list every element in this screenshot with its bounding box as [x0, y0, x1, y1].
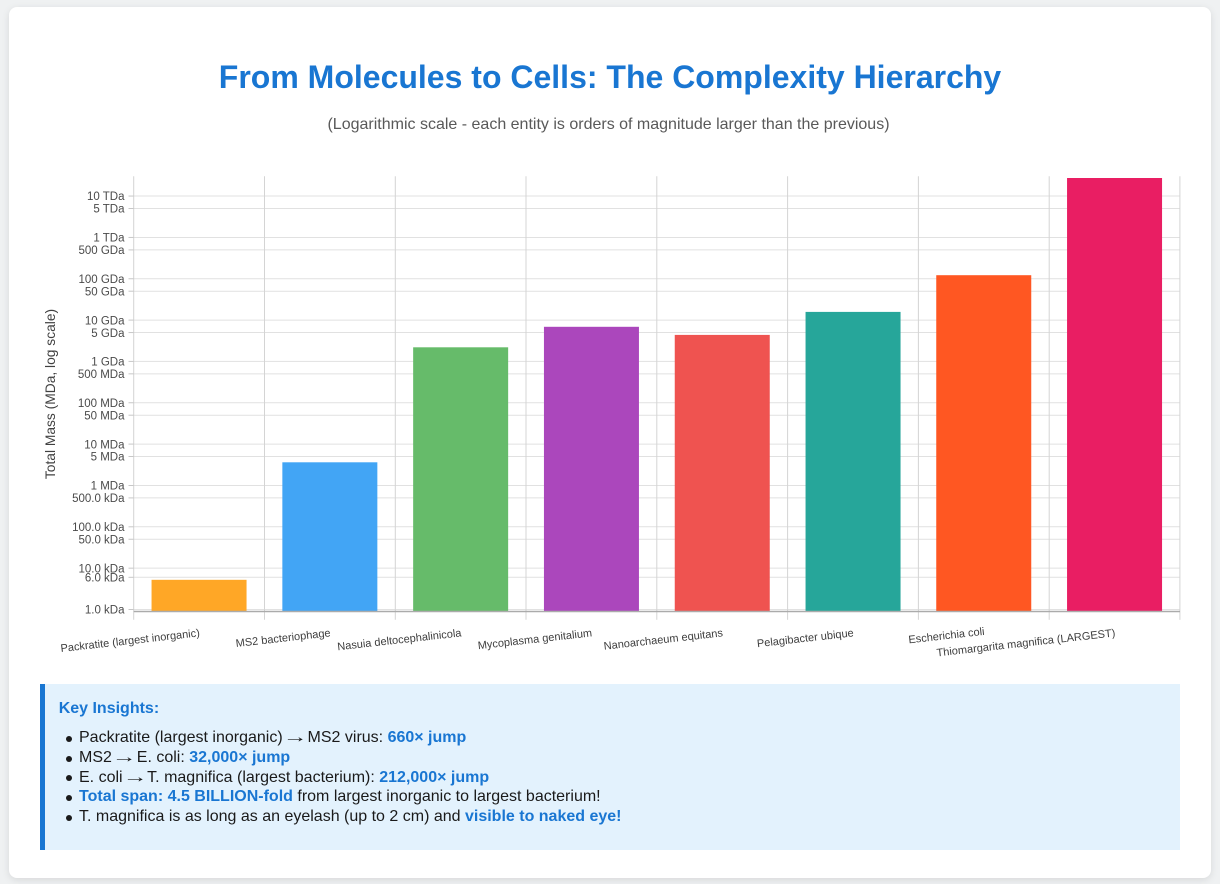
svg-text:50 MDa: 50 MDa [84, 410, 125, 422]
svg-text:5 TDa: 5 TDa [93, 204, 125, 216]
svg-text:100 GDa: 100 GDa [78, 274, 125, 286]
svg-text:5 MDa: 5 MDa [91, 452, 125, 464]
svg-text:Pelagibacter ubique: Pelagibacter ubique [756, 627, 854, 650]
svg-text:6.0 kDa: 6.0 kDa [85, 573, 125, 585]
svg-text:50.0 kDa: 50.0 kDa [78, 535, 125, 547]
svg-text:5 GDa: 5 GDa [91, 328, 125, 340]
svg-text:Mycoplasma genitalium: Mycoplasma genitalium [477, 627, 593, 652]
svg-text:Nanoarchaeum equitans: Nanoarchaeum equitans [603, 627, 724, 652]
svg-text:1.0 kDa: 1.0 kDa [85, 605, 125, 617]
svg-text:10 TDa: 10 TDa [87, 191, 125, 203]
svg-text:Nasuia deltocephalinicola: Nasuia deltocephalinicola [337, 627, 463, 653]
svg-text:500 GDa: 500 GDa [78, 245, 125, 257]
svg-text:10 GDa: 10 GDa [85, 315, 125, 327]
svg-text:Packratite (largest inorganic): Packratite (largest inorganic) [60, 627, 200, 655]
svg-text:10.0 kDa: 10.0 kDa [78, 563, 125, 575]
svg-text:1 TDa: 1 TDa [93, 233, 125, 245]
svg-text:50 GDa: 50 GDa [85, 286, 125, 298]
svg-text:500 MDa: 500 MDa [78, 369, 125, 381]
svg-text:1 MDa: 1 MDa [91, 481, 125, 493]
svg-text:Total Mass (MDa, log scale): Total Mass (MDa, log scale) [43, 309, 58, 479]
svg-text:100.0 kDa: 100.0 kDa [72, 522, 125, 534]
svg-text:10 MDa: 10 MDa [84, 439, 125, 451]
svg-text:500.0 kDa: 500.0 kDa [72, 493, 125, 505]
svg-text:MS2 bacteriophage: MS2 bacteriophage [235, 627, 331, 650]
svg-text:100 MDa: 100 MDa [78, 398, 125, 410]
svg-text:1 GDa: 1 GDa [91, 357, 125, 369]
